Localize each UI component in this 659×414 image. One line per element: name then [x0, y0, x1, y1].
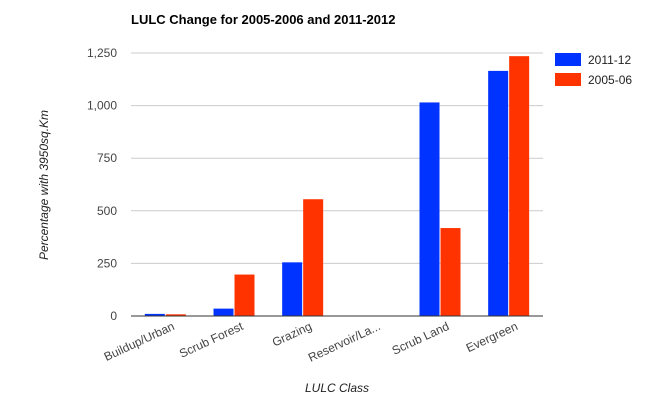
bar-2011-12-grazing — [282, 262, 303, 316]
x-tick-label: Buildup/Urban — [102, 319, 177, 364]
y-axis-ticks: 0 250 500 750 1,000 1,250 — [87, 46, 117, 323]
legend-label: 2011-12 — [588, 53, 631, 67]
bar-2011-12-evergreen — [488, 70, 509, 316]
bar-2005-06-scrub-land — [440, 228, 461, 316]
legend-swatch — [555, 53, 581, 66]
x-axis-title: LULC Class — [305, 381, 369, 395]
x-tick-label: Grazing — [270, 319, 314, 349]
x-tick-label: Scrub Land — [390, 319, 452, 358]
bar-2011-12-buildup-urban — [144, 313, 165, 316]
bar-2005-06-scrub-forest — [234, 274, 255, 316]
y-tick-label: 500 — [97, 204, 117, 218]
x-tick-label: Reservoir/La... — [306, 319, 383, 365]
y-tick-label: 250 — [97, 256, 117, 270]
bars — [144, 56, 530, 316]
x-tick-label: Scrub Forest — [177, 319, 246, 361]
bar-2011-12-scrub-land — [419, 102, 440, 316]
legend: 2011-12 2005-06 — [555, 53, 632, 87]
y-tick-label: 1,000 — [87, 99, 117, 113]
gridlines — [131, 52, 543, 264]
bar-2005-06-grazing — [303, 199, 324, 316]
y-axis-title: Percentage with 3950sq.Km — [37, 110, 51, 260]
bar-2005-06-buildup-urban — [165, 314, 186, 316]
x-tick-label: Evergreen — [464, 319, 520, 355]
bar-2011-12-scrub-forest — [213, 308, 234, 316]
chart-title: LULC Change for 2005-2006 and 2011-2012 — [131, 12, 395, 27]
legend-label: 2005-06 — [588, 73, 632, 87]
legend-swatch — [555, 73, 581, 86]
x-axis-ticks: Buildup/Urban Scrub Forest GrazingReservoi… — [102, 319, 520, 365]
bar-2005-06-evergreen — [509, 56, 530, 316]
y-tick-label: 750 — [97, 151, 117, 165]
y-tick-label: 0 — [110, 309, 117, 323]
y-tick-label: 1,250 — [87, 46, 117, 60]
